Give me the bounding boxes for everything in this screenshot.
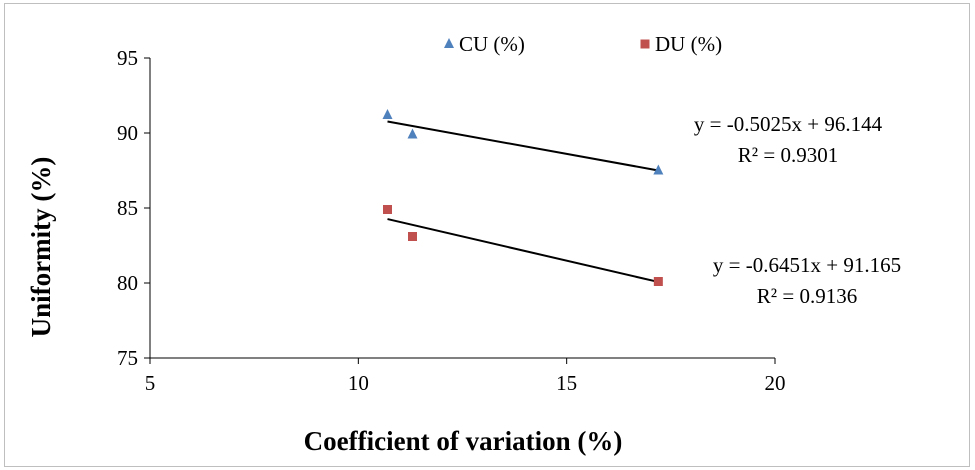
trendline-equations: y = -0.5025x + 96.144 R² = 0.9301 y = -0.6… [694, 112, 901, 308]
legend: CU (%) DU (%) [444, 32, 722, 56]
r-squared-du: R² = 0.9136 [757, 284, 857, 308]
legend-marker-cu [444, 38, 454, 48]
trendline-equation-cu: y = -0.5025x + 96.144 [694, 112, 883, 136]
y-tick-label: 85 [117, 196, 138, 220]
data-point-cu [407, 128, 418, 139]
x-tick-label: 20 [765, 371, 786, 395]
legend-label-du: DU (%) [655, 32, 722, 56]
x-axis-title: Coefficient of variation (%) [304, 426, 623, 456]
trendline-du [387, 218, 659, 283]
data-point-du [408, 232, 417, 241]
data-point-cu [382, 109, 393, 119]
legend-marker-du [640, 39, 650, 49]
x-ticks: 5 10 15 20 [145, 358, 786, 395]
x-tick-label: 15 [556, 371, 577, 395]
y-axis-title: Uniformity (%) [26, 157, 56, 338]
data-point-du [383, 205, 392, 214]
chart-frame [4, 3, 970, 467]
axes [149, 58, 775, 359]
trendlines [387, 120, 659, 283]
y-tick-label: 95 [117, 46, 138, 70]
r-squared-cu: R² = 0.9301 [738, 143, 838, 167]
x-tick-label: 5 [145, 371, 156, 395]
trendline-cu [387, 120, 659, 172]
data-point-du [653, 277, 663, 286]
trendline-equation-du: y = -0.6451x + 91.165 [713, 253, 901, 277]
y-tick-label: 80 [117, 271, 138, 295]
x-tick-label: 10 [348, 371, 369, 395]
legend-label-cu: CU (%) [459, 32, 525, 56]
data-points [382, 109, 664, 286]
data-point-cu [653, 164, 664, 175]
y-tick-label: 75 [117, 346, 138, 370]
y-ticks: 75 80 85 90 95 [117, 46, 150, 370]
y-tick-label: 90 [117, 121, 138, 145]
